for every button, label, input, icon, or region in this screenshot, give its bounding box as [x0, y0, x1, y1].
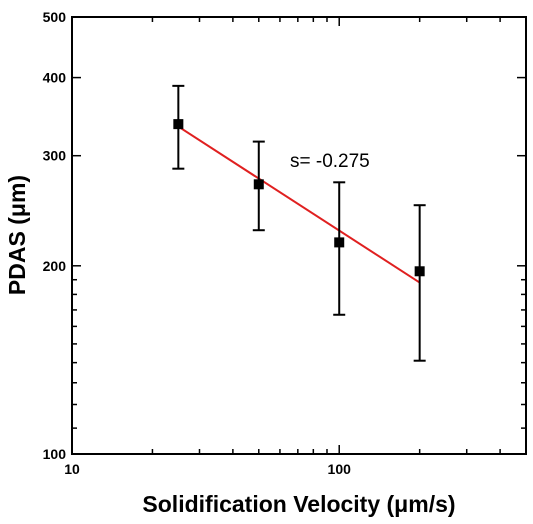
x-axis-tick-labels: 10 100	[64, 461, 351, 477]
y-axis-title: PDAS (μm)	[4, 175, 30, 295]
data-point	[253, 179, 264, 190]
data-point	[334, 237, 345, 248]
y-tick-label: 500	[43, 9, 67, 25]
x-axis-ticks	[71, 17, 527, 454]
y-axis-tick-labels: 100 200 300 400 500	[43, 9, 67, 462]
x-tick-label: 10	[64, 461, 80, 477]
y-tick-label: 400	[43, 70, 67, 86]
error-bars	[172, 84, 426, 362]
y-tick-label: 100	[43, 446, 67, 462]
error-bar	[413, 204, 426, 362]
error-bar	[333, 181, 346, 316]
x-tick-label: 100	[328, 461, 352, 477]
data-point	[414, 266, 425, 277]
fit-line	[177, 125, 421, 284]
slope-annotation: s= -0.275	[290, 151, 370, 172]
fit-line-group	[177, 125, 421, 284]
x-axis-title: Solidification Velocity (μm/s)	[142, 491, 455, 517]
y-tick-label: 300	[43, 148, 67, 164]
plot-frame	[71, 16, 527, 455]
data-markers	[173, 119, 425, 277]
y-axis-ticks	[72, 16, 526, 455]
data-point	[173, 119, 184, 130]
y-tick-label: 200	[43, 258, 67, 274]
